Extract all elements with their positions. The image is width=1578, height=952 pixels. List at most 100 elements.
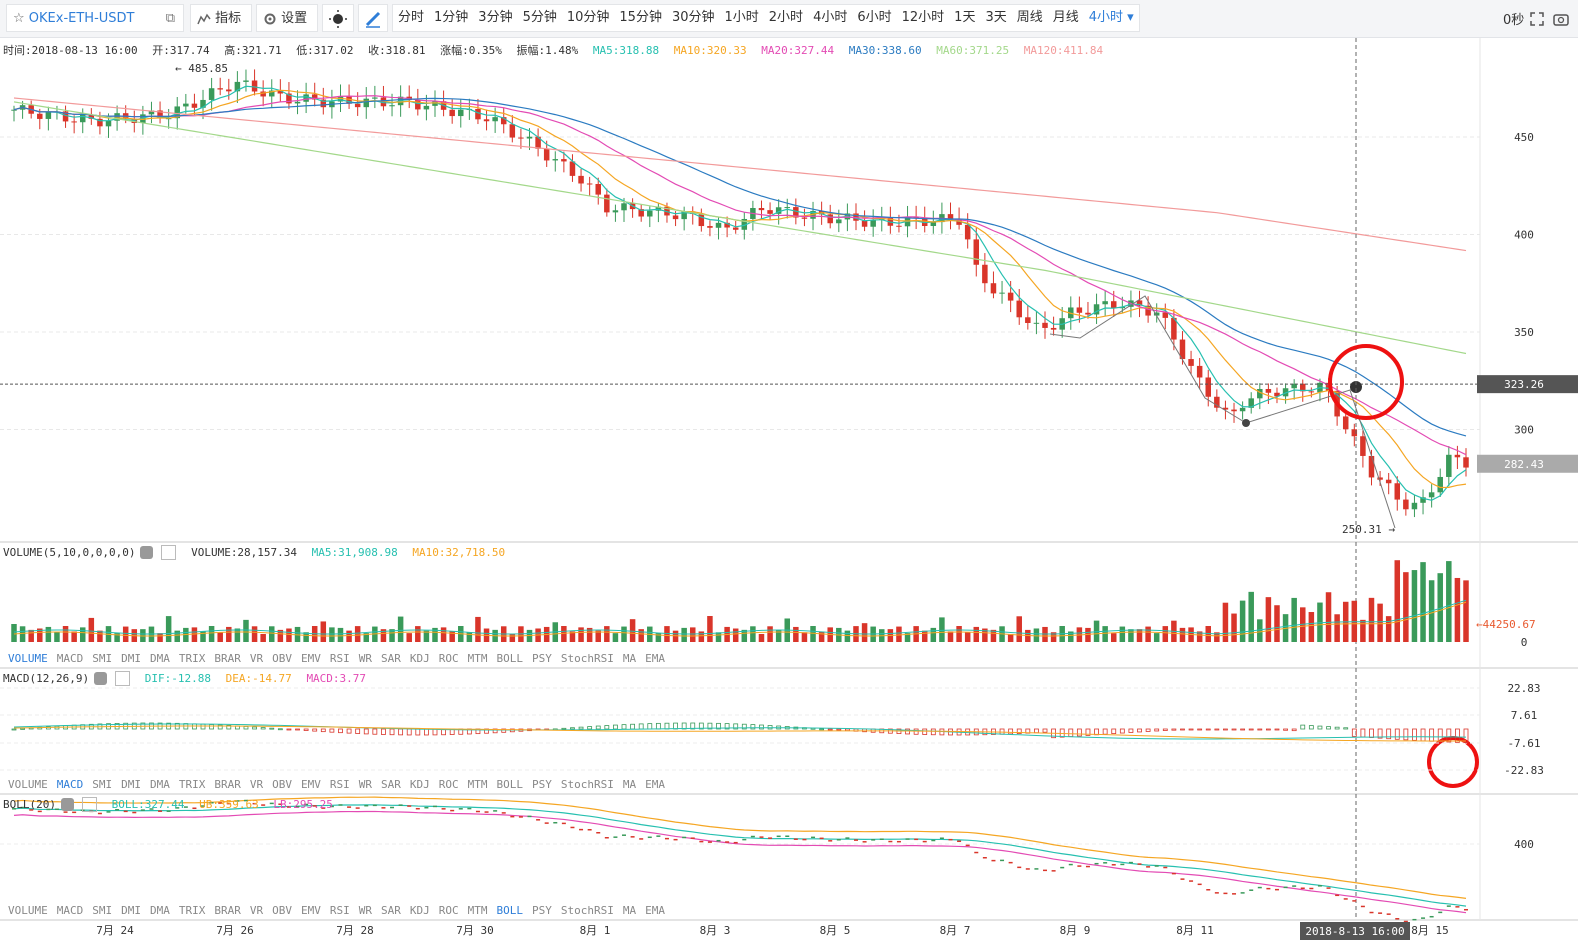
indicator-tab-stochrsi[interactable]: StochRSI — [560, 778, 614, 791]
indicator-tab-obv[interactable]: OBV — [272, 904, 292, 917]
indicator-tab-dmi[interactable]: DMI — [121, 652, 141, 665]
indicator-tab-volume[interactable]: VOLUME — [8, 778, 48, 791]
settings-button[interactable]: 设置 — [256, 4, 318, 32]
indicator-tab-trix[interactable]: TRIX — [178, 652, 206, 665]
period-2[interactable]: 3分钟 — [478, 10, 513, 25]
period-6[interactable]: 30分钟 — [671, 10, 715, 25]
indicator-tab-rsi[interactable]: RSI — [329, 778, 350, 791]
macd-histogram-bar — [11, 728, 17, 731]
indicator-tab-ema[interactable]: EMA — [645, 904, 665, 917]
macd-settings-icon[interactable] — [94, 672, 108, 685]
indicator-tab-stochrsi[interactable]: StochRSI — [560, 904, 614, 917]
indicator-tab-psy[interactable]: PSY — [532, 778, 552, 791]
boll-close-icon[interactable] — [81, 797, 97, 812]
indicator-tab-roc[interactable]: ROC — [438, 652, 459, 665]
indicator-tab-sar[interactable]: SAR — [381, 652, 401, 665]
period-15[interactable]: 月线 — [1052, 10, 1079, 25]
indicator-tab-obv[interactable]: OBV — [272, 778, 292, 791]
indicator-tab-roc[interactable]: ROC — [438, 904, 459, 917]
indicators-button[interactable]: 指标 — [190, 4, 252, 32]
indicator-tab-kdj[interactable]: KDJ — [409, 904, 430, 917]
indicator-tab-volume[interactable]: VOLUME — [8, 904, 48, 917]
indicator-tab-obv[interactable]: OBV — [272, 652, 292, 665]
indicator-tab-kdj[interactable]: KDJ — [409, 778, 430, 791]
period-13[interactable]: 3天 — [985, 10, 1007, 25]
indicator-tab-rsi[interactable]: RSI — [329, 904, 350, 917]
indicator-tab-dmi[interactable]: DMI — [121, 778, 141, 791]
indicator-tab-ma[interactable]: MA — [622, 778, 637, 791]
indicator-tab-emv[interactable]: EMV — [301, 904, 321, 917]
indicator-tab-emv[interactable]: EMV — [301, 778, 321, 791]
period-10[interactable]: 6小时 — [857, 10, 892, 25]
popout-icon[interactable]: ⧉ — [165, 11, 175, 26]
indicator-tab-dma[interactable]: DMA — [150, 652, 170, 665]
indicator-tab-kdj[interactable]: KDJ — [409, 652, 430, 665]
indicator-tab-wr[interactable]: WR — [358, 652, 372, 665]
kline-chart[interactable]: 450 400 350 300 323.26 282.43 ← 485.85 250.31 →… — [0, 38, 1578, 952]
indicator-tab-rsi[interactable]: RSI — [329, 652, 350, 665]
period-dropdown[interactable]: 4小时 ▾ — [1088, 10, 1134, 25]
indicator-tab-ma[interactable]: MA — [622, 904, 637, 917]
indicator-tab-mtm[interactable]: MTM — [467, 778, 488, 791]
indicator-tab-emv[interactable]: EMV — [301, 652, 321, 665]
period-7[interactable]: 1小时 — [724, 10, 759, 25]
boll-settings-icon[interactable] — [60, 798, 74, 811]
period-1[interactable]: 1分钟 — [434, 10, 469, 25]
theme-toggle-button[interactable] — [322, 4, 354, 32]
indicator-tab-trix[interactable]: TRIX — [178, 778, 206, 791]
indicator-tab-brar[interactable]: BRAR — [214, 778, 241, 791]
indicator-tab-smi[interactable]: SMI — [92, 778, 113, 791]
indicator-tab-trix[interactable]: TRIX — [178, 904, 206, 917]
period-9[interactable]: 4小时 — [813, 10, 848, 25]
screenshot-icon[interactable] — [1553, 11, 1569, 30]
indicator-tab-wr[interactable]: WR — [358, 904, 372, 917]
indicator-tab-sar[interactable]: SAR — [381, 904, 401, 917]
macd-histogram-bar — [587, 726, 593, 730]
indicator-tab-dmi[interactable]: DMI — [121, 904, 141, 917]
symbol-selector[interactable]: ☆ OKEx-ETH-USDT ⧉ — [6, 4, 184, 32]
volume-settings-icon[interactable] — [140, 546, 154, 559]
indicator-tab-ema[interactable]: EMA — [645, 652, 665, 665]
indicator-tab-psy[interactable]: PSY — [532, 652, 552, 665]
macd-close-icon[interactable] — [115, 671, 131, 686]
indicator-tab-macd[interactable]: MACD — [56, 904, 84, 917]
fullscreen-icon[interactable] — [1530, 11, 1544, 30]
indicator-tab-vr[interactable]: VR — [249, 778, 264, 791]
indicator-tab-boll[interactable]: BOLL — [496, 904, 524, 917]
indicator-tab-volume[interactable]: VOLUME — [8, 652, 48, 665]
period-11[interactable]: 12小时 — [901, 10, 945, 25]
indicator-tab-boll[interactable]: BOLL — [496, 652, 524, 665]
indicator-tab-smi[interactable]: SMI — [92, 904, 113, 917]
indicator-tab-roc[interactable]: ROC — [438, 778, 459, 791]
indicator-tab-psy[interactable]: PSY — [532, 904, 552, 917]
indicator-tab-mtm[interactable]: MTM — [467, 904, 488, 917]
period-8[interactable]: 2小时 — [768, 10, 804, 25]
volume-close-icon[interactable] — [161, 545, 177, 560]
indicator-tab-dma[interactable]: DMA — [150, 904, 170, 917]
indicator-tab-brar[interactable]: BRAR — [214, 904, 241, 917]
indicator-tab-smi[interactable]: SMI — [92, 652, 113, 665]
indicator-tab-vr[interactable]: VR — [249, 904, 264, 917]
volume-bar — [277, 629, 284, 642]
star-icon[interactable]: ☆ — [13, 11, 25, 26]
indicator-tab-macd[interactable]: MACD — [56, 778, 84, 791]
period-14[interactable]: 周线 — [1016, 10, 1043, 25]
indicator-tab-vr[interactable]: VR — [249, 652, 264, 665]
period-4[interactable]: 10分钟 — [566, 10, 610, 25]
indicator-tab-ma[interactable]: MA — [622, 652, 637, 665]
indicator-tab-sar[interactable]: SAR — [381, 778, 401, 791]
period-0[interactable]: 分时 — [398, 10, 425, 25]
draw-tool-button[interactable] — [358, 4, 388, 32]
period-12[interactable]: 1天 — [954, 10, 976, 25]
indicator-tab-wr[interactable]: WR — [358, 778, 372, 791]
period-3[interactable]: 5分钟 — [522, 10, 557, 25]
indicator-tab-macd[interactable]: MACD — [56, 652, 84, 665]
indicator-tab-stochrsi[interactable]: StochRSI — [560, 652, 614, 665]
indicator-tab-boll[interactable]: BOLL — [496, 778, 524, 791]
indicator-tab-dma[interactable]: DMA — [150, 778, 170, 791]
indicator-tab-brar[interactable]: BRAR — [214, 652, 241, 665]
indicator-tab-mtm[interactable]: MTM — [467, 652, 488, 665]
period-5[interactable]: 15分钟 — [619, 10, 662, 25]
indicator-tab-ema[interactable]: EMA — [645, 778, 665, 791]
trend-drawing — [1049, 295, 1396, 529]
